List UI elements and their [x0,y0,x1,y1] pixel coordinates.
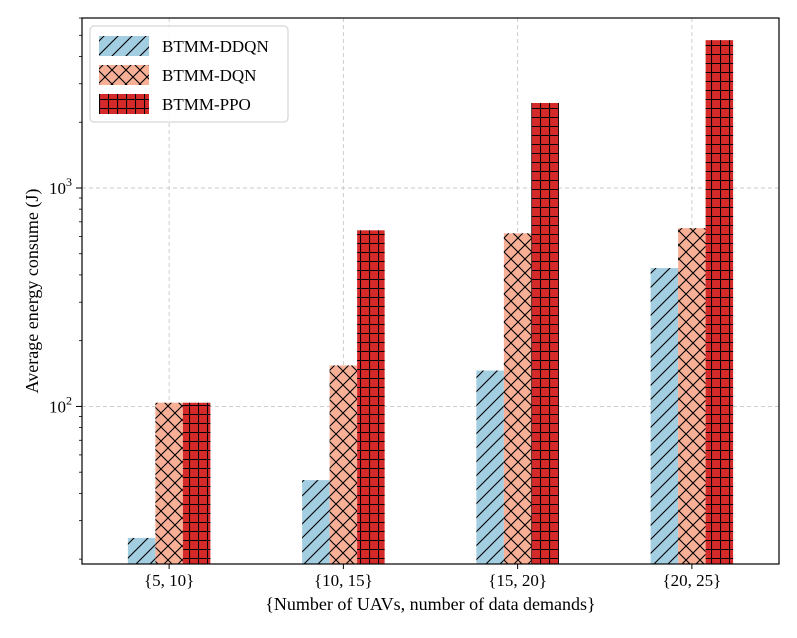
bar-hatch [357,230,385,564]
bar-hatch [329,365,358,564]
bars [127,40,734,565]
y-axis-title: Average energy consume (J) [22,189,43,394]
bar-hatch [476,370,504,564]
bar-hatch [302,480,330,564]
x-axis-title: {Number of UAVs, number of data demands} [265,594,595,614]
legend: BTMM-DDQN BTMM-DQN BTMM-PPO [89,25,289,123]
legend-swatch-hatch [99,36,149,56]
x-tick-label: {10, 15} [314,571,373,590]
x-tick-label: {5, 10} [144,571,194,590]
y-tick-label: 103 [49,175,72,198]
x-tick-label: {20, 25} [662,571,721,590]
y-axis: 102 103 [49,17,82,560]
bar-hatch [531,102,559,565]
bar-hatch [678,228,706,564]
bar-hatch [503,233,532,564]
bar-hatch [650,268,679,564]
legend-swatch-hatch [99,94,149,114]
bar-hatch [182,402,211,564]
x-tick-label: {15, 20} [488,571,547,590]
plot-frame [81,17,780,565]
legend-swatch-hatch [99,65,149,85]
bar-hatch [155,402,183,564]
legend-label: BTMM-PPO [162,95,251,114]
legend-label: BTMM-DQN [162,66,256,85]
legend-label: BTMM-DDQN [162,37,269,56]
x-axis: {5, 10} {10, 15} {15, 20} {20, 25} [144,564,721,590]
bar-hatch [127,537,156,564]
bar-hatch [705,40,734,564]
y-tick-label: 102 [49,393,72,416]
